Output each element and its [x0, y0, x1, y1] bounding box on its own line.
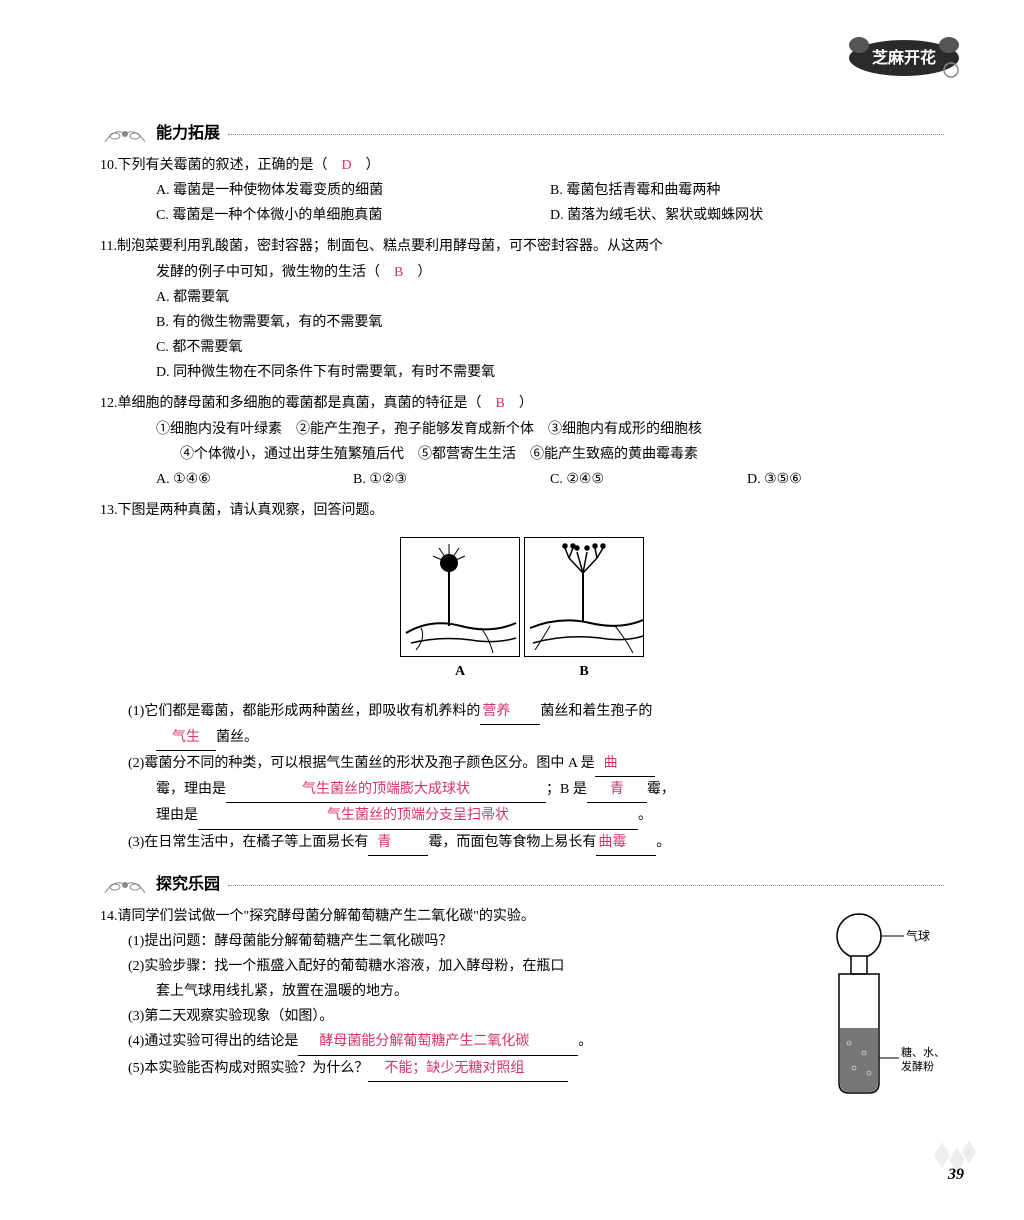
figure-a: [400, 537, 520, 657]
figure-label-b: B: [524, 659, 644, 684]
ornament-icon: [100, 122, 150, 146]
question-10: 10.下列有关霉菌的叙述，正确的是（ D ） A. 霉菌是一种使物体发霉变质的细…: [100, 153, 944, 229]
logo-text: 芝麻开花: [872, 48, 936, 67]
section-header-ability: 能力拓展: [100, 120, 944, 149]
divider: [228, 885, 944, 886]
blank: 青: [587, 777, 647, 803]
option-b: B. ①②③: [353, 467, 550, 492]
brand-logo: 芝麻开花: [844, 30, 964, 80]
ornament-icon: [100, 873, 150, 897]
question-12: 12.单细胞的酵母菌和多细胞的霉菌都是真菌，真菌的特征是（ B ） ①细胞内没有…: [100, 391, 944, 492]
option-c: C. ②④⑤: [550, 467, 747, 492]
option-a: A. 霉菌是一种使物体发霉变质的细菌: [156, 178, 550, 203]
figure-row: A: [100, 537, 944, 684]
figure-b: [524, 537, 644, 657]
option-d: D. 菌落为绒毛状、絮状或蜘蛛网状: [550, 203, 944, 228]
blank: 青: [368, 830, 428, 856]
q-number: 11.: [100, 239, 117, 254]
answer: B: [394, 265, 403, 280]
option-c: C. 都不需要氧: [156, 335, 944, 360]
q-number: 12.: [100, 396, 118, 411]
figure-label-a: A: [400, 659, 520, 684]
answer: D: [342, 158, 352, 173]
blank: 气生菌丝的顶端膨大成球状: [226, 777, 546, 803]
option-c: C. 霉菌是一种个体微小的单细胞真菌: [156, 203, 550, 228]
option-a: A. 都需要氧: [156, 285, 944, 310]
q-number: 13.: [100, 503, 118, 518]
q-stem: 下图是两种真菌，请认真观察，回答问题。: [118, 503, 384, 518]
divider: [228, 134, 944, 135]
question-13: 13.下图是两种真菌，请认真观察，回答问题。: [100, 498, 944, 856]
option-line: ④个体微小，通过出芽生殖繁殖后代 ⑤都营寄生生活 ⑥能产生致癌的黄曲霉毒素: [100, 442, 944, 467]
q-number: 10.: [100, 158, 118, 173]
blank: 不能；缺少无糖对照组: [368, 1056, 568, 1082]
option-a: A. ①④⑥: [156, 467, 353, 492]
label-mix-1: 糖、水、: [901, 1045, 944, 1059]
blank: 气生菌丝的顶端分支呈扫帚状: [198, 803, 638, 829]
section-title: 探究乐园: [156, 871, 220, 900]
option-b: B. 有的微生物需要氧，有的不需要氧: [156, 310, 944, 335]
option-line: ①细胞内没有叶绿素 ②能产生孢子，孢子能够发育成新个体 ③细胞内有成形的细胞核: [100, 417, 944, 442]
blank: 曲: [595, 751, 655, 777]
option-d: D. ③⑤⑥: [747, 467, 944, 492]
q-number: 14.: [100, 909, 118, 924]
section-header-explore: 探究乐园: [100, 871, 944, 900]
section-title: 能力拓展: [156, 120, 220, 149]
q-stem: 制泡菜要利用乳酸菌，密封容器；制面包、糕点要利用酵母菌，可不密封容器。从这两个: [117, 239, 663, 254]
question-14: 气球 糖、水、 发酵粉 14.请同学们尝试做一个"探究酵母菌分解葡萄糖产生二氧化…: [100, 904, 944, 1117]
blank: 营养: [480, 699, 540, 725]
label-mix-2: 发酵粉: [901, 1059, 934, 1073]
q-stem: 单细胞的酵母菌和多细胞的霉菌都是真菌，真菌的特征是（: [118, 396, 482, 411]
option-b: B. 霉菌包括青霉和曲霉两种: [550, 178, 944, 203]
blank: 曲霉: [596, 830, 656, 856]
page-number: 39: [948, 1161, 964, 1190]
label-balloon: 气球: [906, 928, 930, 943]
q-stem: 下列有关霉菌的叙述，正确的是（: [118, 158, 328, 173]
blank: 酵母菌能分解葡萄糖产生二氧化碳: [298, 1029, 578, 1055]
figure-bottle: 气球 糖、水、 发酵粉: [804, 908, 944, 1117]
blank: 气生: [156, 725, 216, 751]
option-d: D. 同种微生物在不同条件下有时需要氧，有时不需要氧: [156, 360, 944, 385]
answer: B: [496, 396, 505, 411]
question-11: 11.制泡菜要利用乳酸菌，密封容器；制面包、糕点要利用酵母菌，可不密封容器。从这…: [100, 234, 944, 385]
q-stem: 请同学们尝试做一个"探究酵母菌分解葡萄糖产生二氧化碳"的实验。: [118, 909, 535, 924]
